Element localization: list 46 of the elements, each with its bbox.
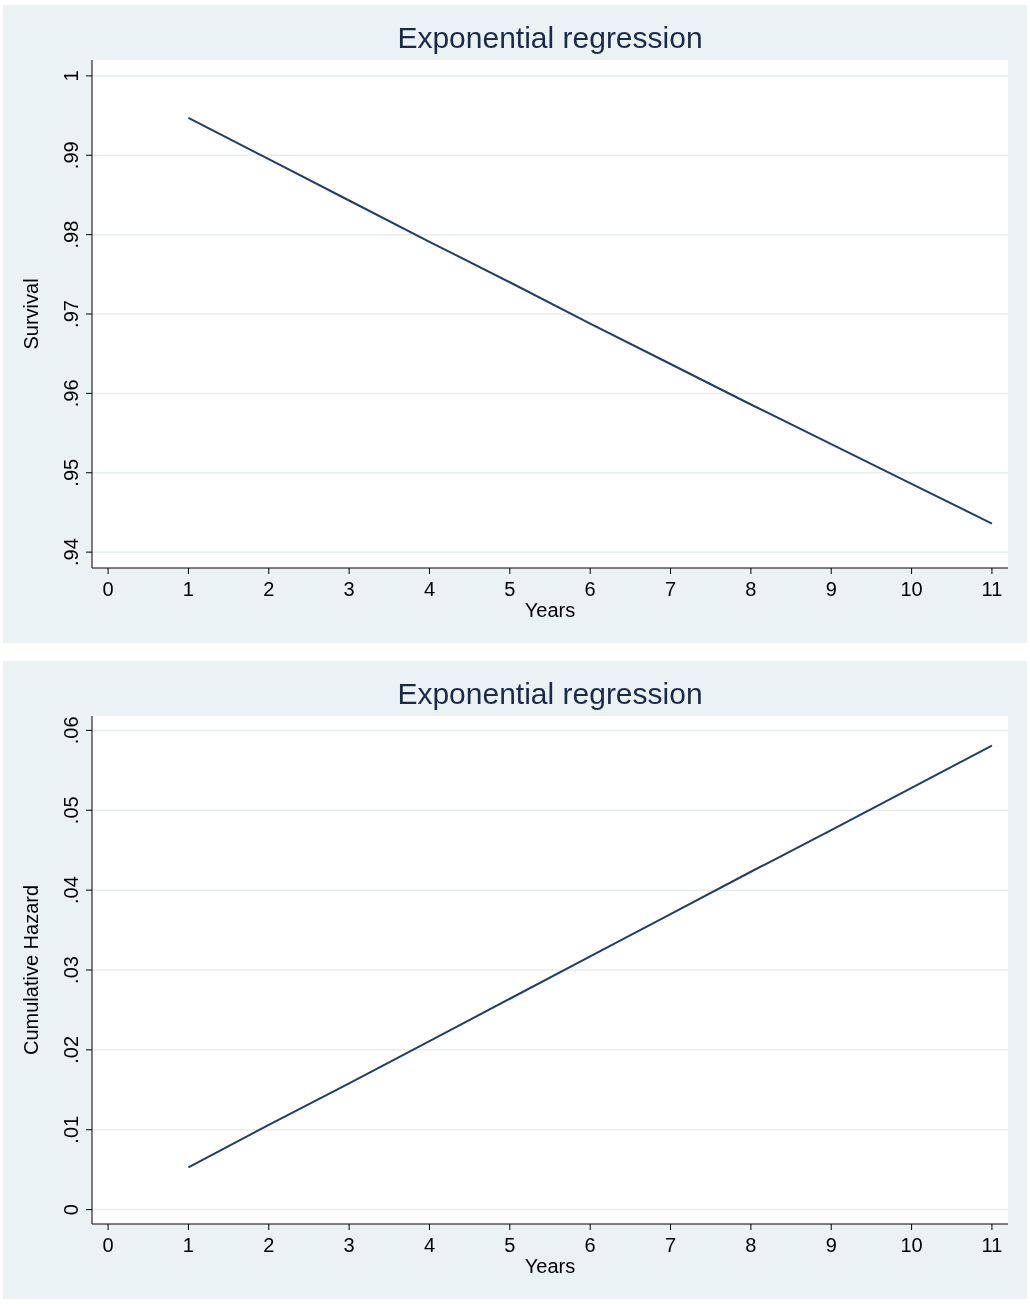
x-tick-label: 3	[343, 1234, 355, 1256]
x-tick-label: 1	[182, 578, 194, 600]
x-tick-label: 4	[423, 1234, 436, 1256]
line-series	[187, 116, 993, 525]
y-tick-label: .96	[60, 379, 82, 408]
y-tick-label: .04	[60, 876, 82, 905]
line-series	[187, 744, 993, 1169]
y-tick-label: 1	[60, 70, 82, 82]
x-tick-label: 5	[504, 1234, 516, 1256]
y-tick-label: .06	[60, 716, 82, 745]
y-tick-label: .97	[60, 300, 82, 328]
x-tick-label: 3	[343, 578, 355, 600]
y-tick-label: .05	[60, 796, 82, 825]
y-tick-label: .98	[60, 220, 82, 249]
x-tick-label: 0	[102, 1234, 114, 1256]
x-tick-label: 4	[423, 578, 436, 600]
x-tick-label: 11	[981, 578, 1003, 600]
x-tick-label: 8	[745, 1234, 757, 1256]
x-tick-label: 6	[584, 578, 596, 600]
x-tick-label: 8	[745, 578, 757, 600]
y-tick-label: .99	[60, 141, 82, 170]
x-tick-label: 9	[825, 578, 837, 600]
y-axis-title: Cumulative Hazard	[20, 884, 42, 1056]
y-tick-label: .01	[60, 1115, 82, 1144]
chart-title: Exponential regression	[397, 21, 703, 54]
x-tick-label: 2	[263, 1234, 275, 1256]
x-tick-label: 7	[664, 1234, 677, 1256]
x-tick-label: 5	[504, 578, 516, 600]
y-axis-title: Survival	[20, 278, 42, 350]
x-axis-title: Years	[524, 1255, 576, 1277]
x-tick-label: 0	[102, 578, 114, 600]
chart-title: Exponential regression	[397, 677, 703, 710]
x-tick-label: 9	[825, 1234, 837, 1256]
x-tick-label: 10	[900, 1234, 923, 1256]
x-tick-label: 2	[263, 578, 275, 600]
x-axis-title: Years	[524, 599, 576, 621]
y-tick-label: .95	[60, 458, 82, 487]
y-tick-label: .94	[60, 538, 82, 567]
x-tick-label: 7	[664, 578, 677, 600]
y-tick-label: 0	[60, 1204, 82, 1216]
x-tick-label: 1	[182, 1234, 194, 1256]
y-tick-label: .02	[60, 1035, 82, 1064]
y-tick-label: .03	[60, 956, 82, 984]
x-tick-label: 10	[900, 578, 923, 600]
x-tick-label: 11	[981, 1234, 1003, 1256]
x-tick-label: 6	[584, 1234, 596, 1256]
